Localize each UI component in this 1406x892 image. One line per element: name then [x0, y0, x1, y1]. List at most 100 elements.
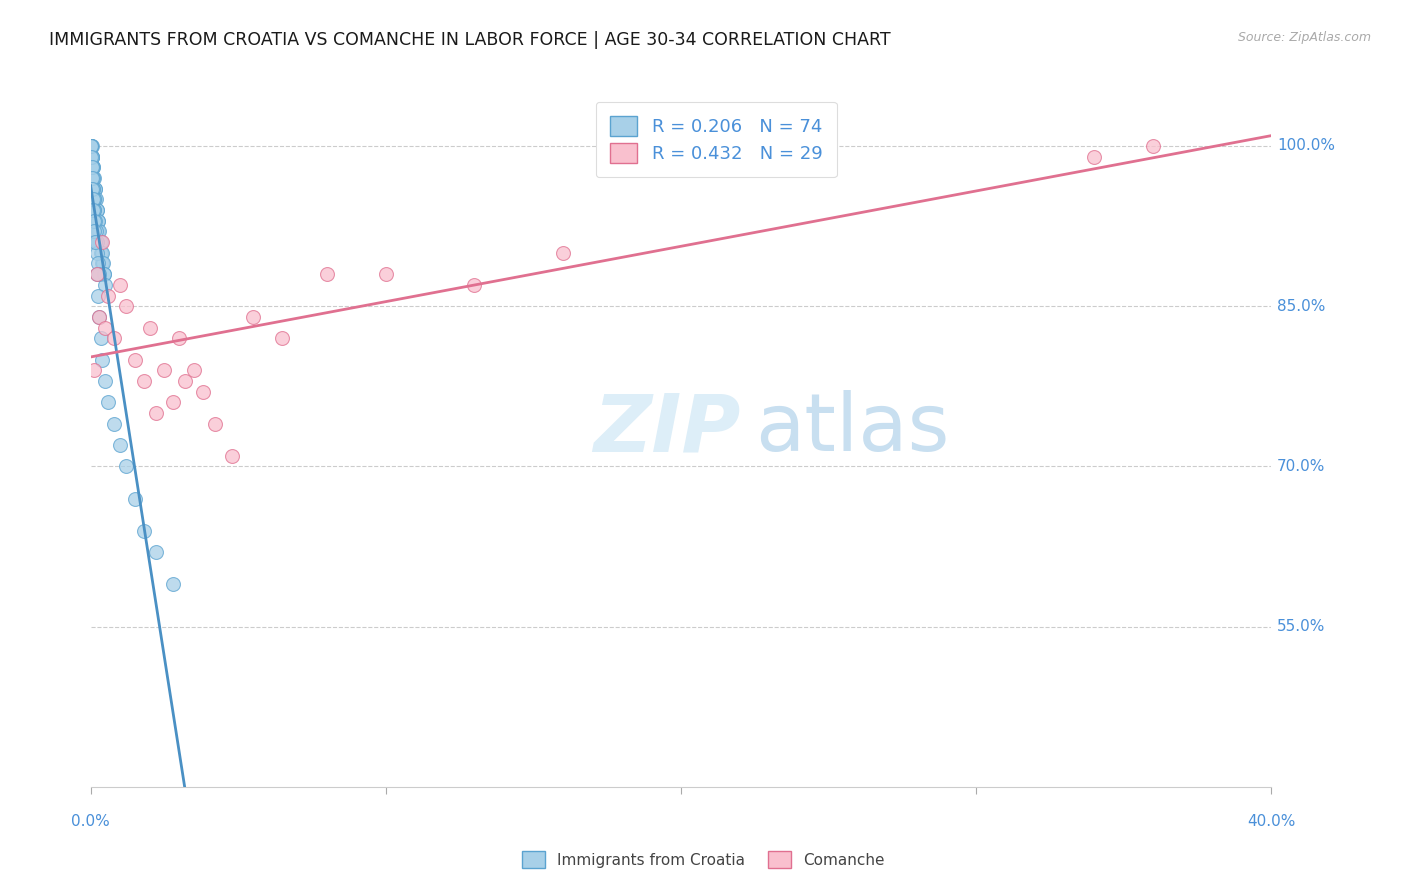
- Point: [83, 193, 105, 207]
- Point: [103, 417, 125, 431]
- Point: [89, 267, 111, 281]
- Point: [80, 139, 103, 153]
- Point: [80, 150, 103, 164]
- Legend: Immigrants from Croatia, Comanche: Immigrants from Croatia, Comanche: [515, 844, 891, 875]
- Point: [174, 374, 197, 388]
- Point: [80, 150, 103, 164]
- Point: [90, 245, 112, 260]
- Point: [89, 310, 111, 324]
- Point: [80, 139, 103, 153]
- Point: [80, 171, 103, 186]
- Point: [84, 193, 107, 207]
- Point: [80, 139, 103, 153]
- Point: [1083, 150, 1105, 164]
- Point: [84, 235, 107, 249]
- Point: [82, 171, 104, 186]
- Point: [86, 203, 108, 218]
- Point: [83, 171, 105, 186]
- Text: 85.0%: 85.0%: [1277, 299, 1326, 314]
- Text: 100.0%: 100.0%: [1277, 138, 1336, 153]
- Point: [86, 203, 108, 218]
- Point: [115, 459, 138, 474]
- Point: [132, 524, 155, 538]
- Text: 70.0%: 70.0%: [1277, 459, 1326, 474]
- Point: [84, 193, 107, 207]
- Point: [89, 310, 111, 324]
- Point: [82, 161, 104, 175]
- Point: [89, 235, 111, 249]
- Point: [86, 267, 108, 281]
- Point: [84, 213, 107, 227]
- Point: [87, 288, 110, 302]
- Point: [90, 331, 112, 345]
- Point: [80, 150, 103, 164]
- Point: [84, 235, 107, 249]
- Point: [82, 193, 104, 207]
- Point: [87, 224, 110, 238]
- Point: [124, 491, 146, 506]
- Point: [83, 224, 105, 238]
- Point: [82, 203, 104, 218]
- Point: [83, 193, 105, 207]
- Point: [86, 213, 108, 227]
- Text: Source: ZipAtlas.com: Source: ZipAtlas.com: [1237, 31, 1371, 45]
- Point: [204, 417, 226, 431]
- Point: [83, 213, 105, 227]
- Point: [97, 395, 120, 409]
- Point: [162, 395, 184, 409]
- Point: [1142, 139, 1164, 153]
- Point: [271, 331, 294, 345]
- Point: [82, 171, 104, 186]
- Text: atlas: atlas: [755, 390, 949, 468]
- Point: [315, 267, 337, 281]
- Point: [89, 235, 111, 249]
- Point: [108, 277, 131, 292]
- Point: [80, 161, 103, 175]
- Point: [80, 139, 103, 153]
- Point: [83, 203, 105, 218]
- Point: [132, 374, 155, 388]
- Point: [551, 245, 574, 260]
- Point: [87, 256, 110, 270]
- Point: [103, 331, 125, 345]
- Point: [80, 161, 103, 175]
- Point: [82, 182, 104, 196]
- Point: [108, 438, 131, 452]
- Point: [86, 235, 108, 249]
- Point: [87, 224, 110, 238]
- Point: [82, 161, 104, 175]
- Text: ZIP: ZIP: [592, 390, 740, 468]
- Point: [83, 182, 105, 196]
- Point: [145, 545, 167, 559]
- Point: [83, 363, 105, 377]
- Point: [191, 384, 214, 399]
- Point: [94, 320, 117, 334]
- Point: [83, 203, 105, 218]
- Point: [82, 182, 104, 196]
- Point: [84, 224, 107, 238]
- Legend: R = 0.206   N = 74, R = 0.432   N = 29: R = 0.206 N = 74, R = 0.432 N = 29: [596, 102, 837, 178]
- Point: [183, 363, 205, 377]
- Point: [94, 277, 117, 292]
- Point: [242, 310, 264, 324]
- Point: [374, 267, 396, 281]
- Point: [221, 449, 243, 463]
- Text: 40.0%: 40.0%: [1247, 814, 1295, 829]
- Point: [91, 256, 114, 270]
- Point: [80, 182, 103, 196]
- Point: [93, 267, 115, 281]
- Point: [87, 213, 110, 227]
- Point: [138, 320, 160, 334]
- Point: [167, 331, 190, 345]
- Text: 55.0%: 55.0%: [1277, 619, 1326, 634]
- Point: [115, 299, 138, 313]
- Point: [90, 235, 112, 249]
- Point: [84, 182, 107, 196]
- Point: [80, 150, 103, 164]
- Point: [80, 150, 103, 164]
- Point: [80, 139, 103, 153]
- Point: [82, 161, 104, 175]
- Point: [153, 363, 176, 377]
- Point: [86, 245, 108, 260]
- Point: [86, 267, 108, 281]
